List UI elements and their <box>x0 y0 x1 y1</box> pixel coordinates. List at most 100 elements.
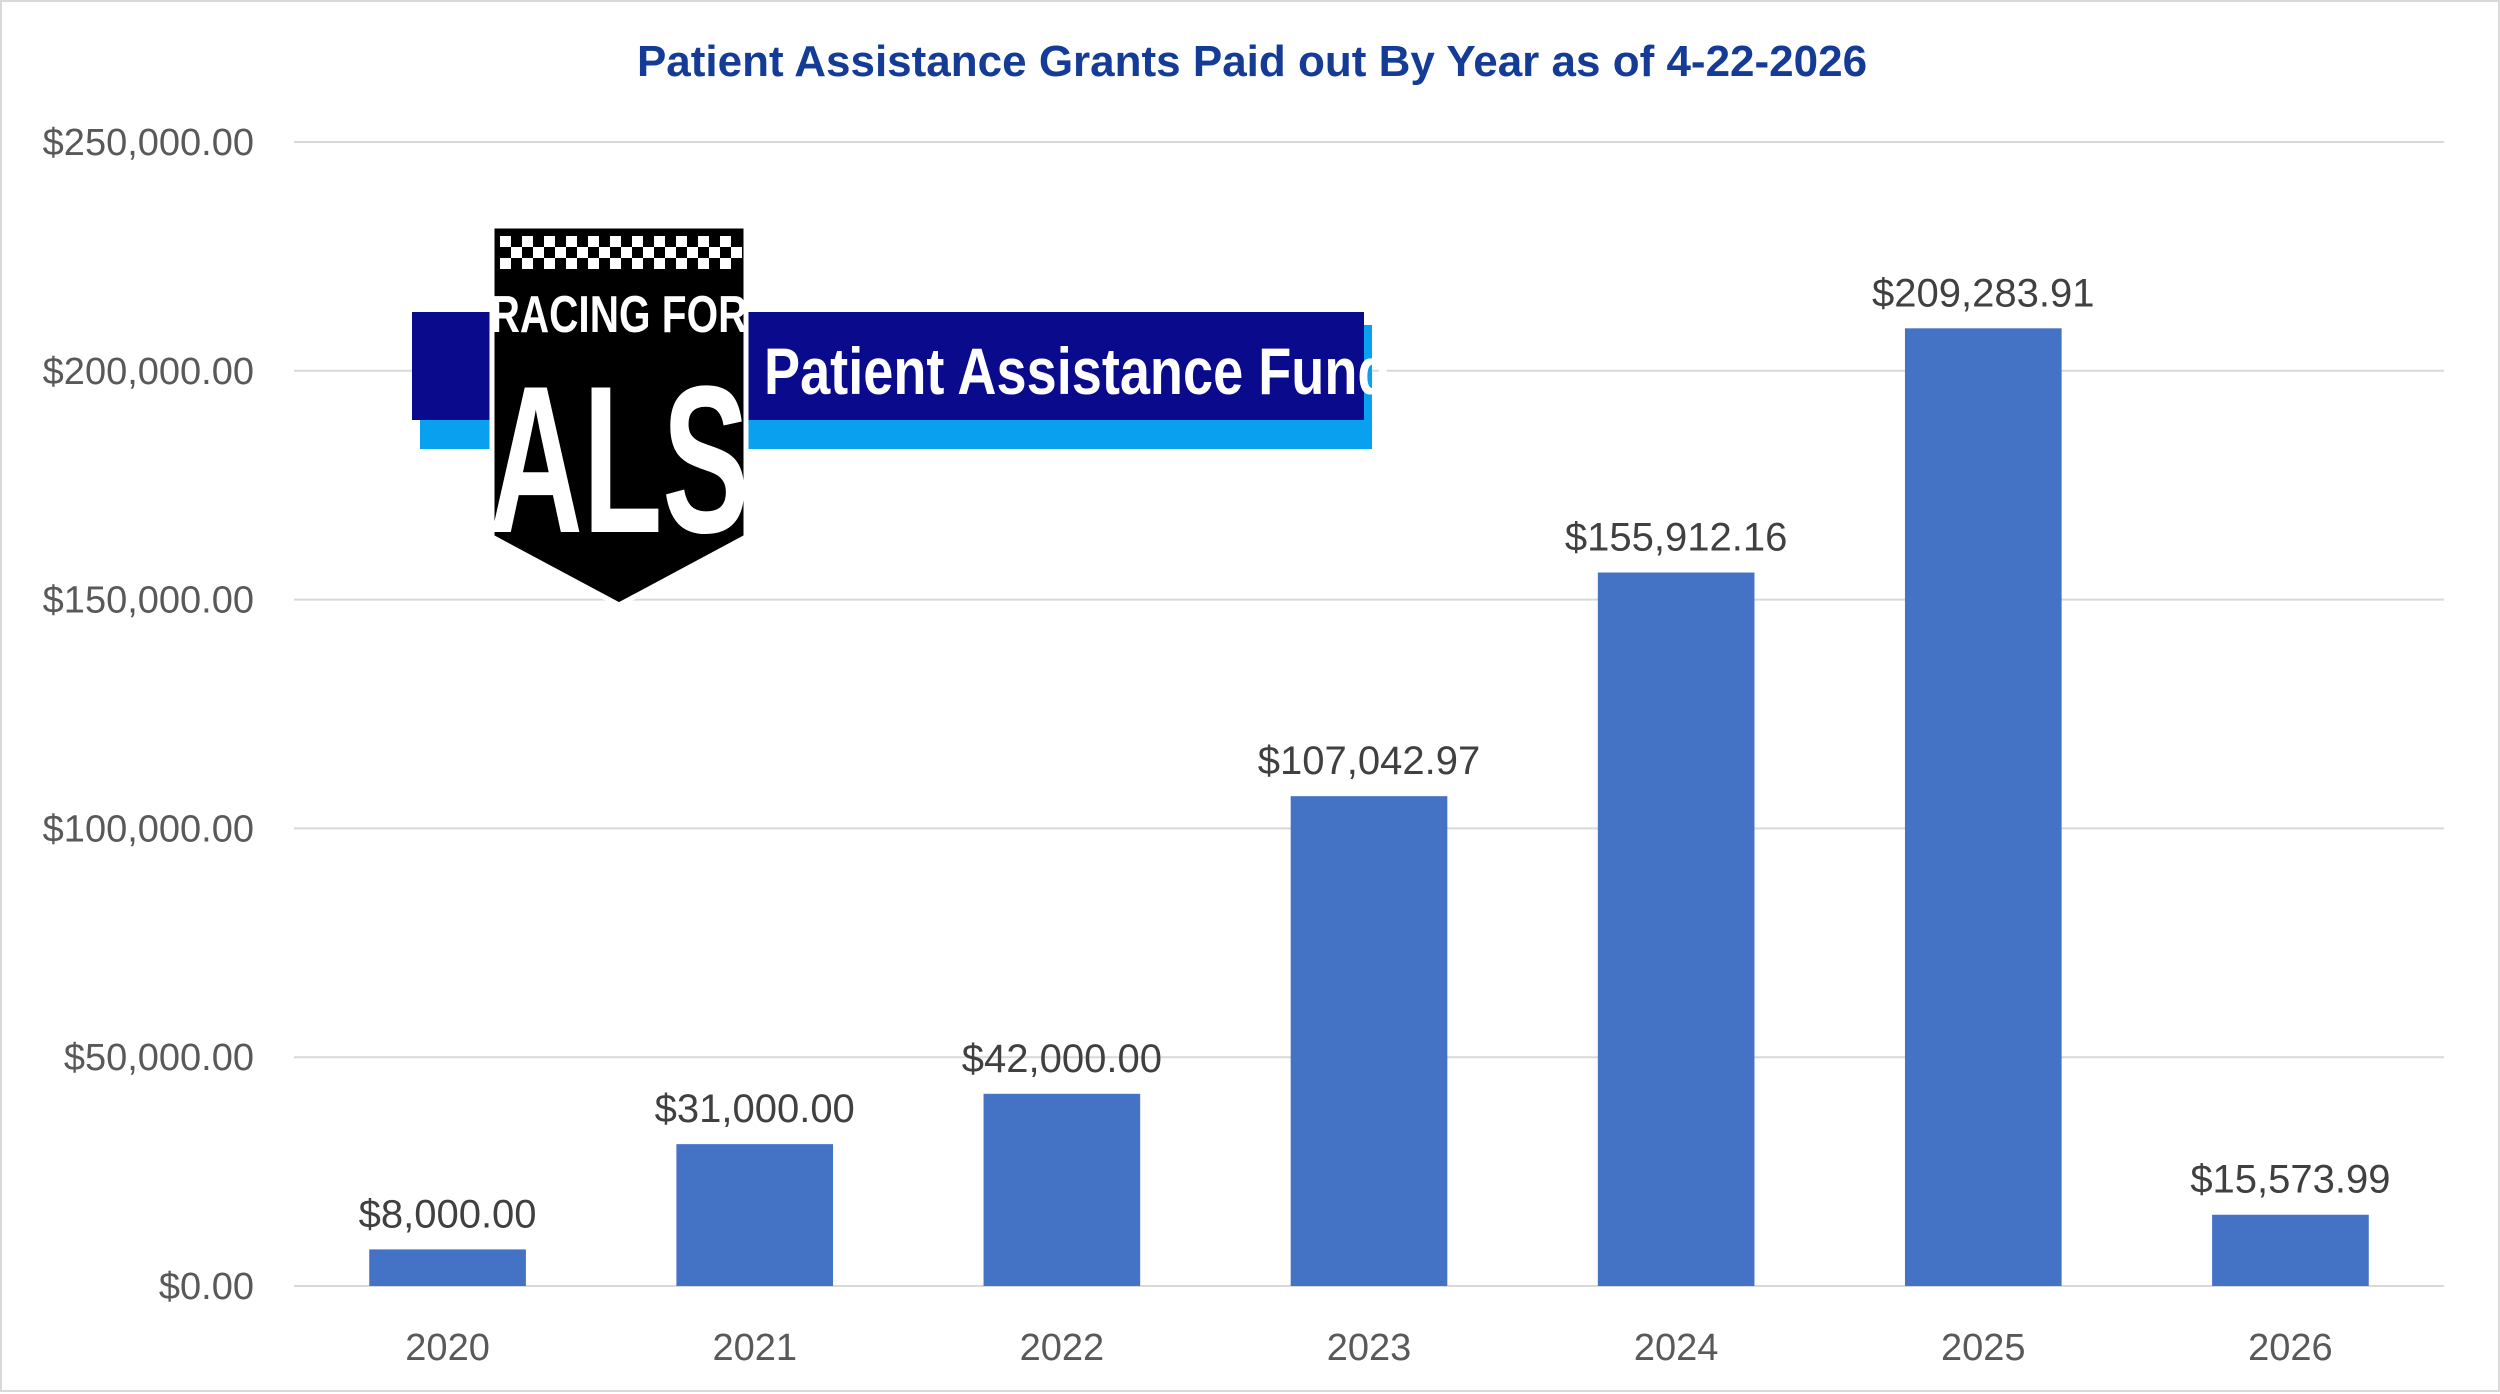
checker-square <box>577 258 588 269</box>
checker-square <box>610 247 621 258</box>
data-label-2026: $15,573.99 <box>2190 1158 2390 1202</box>
checker-square <box>698 236 709 247</box>
x-tick-label-2023: 2023 <box>1327 1327 1412 1369</box>
checker-square <box>654 258 665 269</box>
checker-square <box>632 247 643 258</box>
checker-square <box>522 247 533 258</box>
checker-square <box>676 247 687 258</box>
x-axis-tick-labels: 2020 2021 2022 2023 2024 2025 2026 <box>405 1327 2332 1369</box>
checker-square <box>731 258 742 269</box>
checker-square <box>720 258 731 269</box>
checker-square <box>654 247 665 258</box>
x-tick-label-2026: 2026 <box>2248 1327 2333 1369</box>
checker-square <box>566 258 577 269</box>
checker-square <box>511 247 522 258</box>
checker-square <box>599 258 610 269</box>
y-tick-label: $150,000.00 <box>43 580 254 622</box>
data-labels: $8,000.00 $31,000.00 $42,000.00 $107,042.97… <box>359 271 2391 1236</box>
checker-square <box>643 236 654 247</box>
checker-square <box>621 247 632 258</box>
checker-square <box>687 236 698 247</box>
checker-square <box>533 258 544 269</box>
checker-square <box>621 258 632 269</box>
checker-square <box>632 236 643 247</box>
checker-square <box>588 258 599 269</box>
logo-banner-text: Patient Assistance Fund <box>764 334 1390 408</box>
checker-square <box>511 236 522 247</box>
checker-square <box>709 258 720 269</box>
checker-square <box>731 236 742 247</box>
checker-square <box>544 247 555 258</box>
bar-2026 <box>2212 1214 2369 1286</box>
data-label-2021: $31,000.00 <box>655 1087 855 1131</box>
checker-square <box>566 247 577 258</box>
checker-square <box>709 247 720 258</box>
checker-square <box>500 258 511 269</box>
data-label-2020: $8,000.00 <box>359 1192 537 1236</box>
bar-2023 <box>1290 796 1448 1286</box>
checker-square <box>665 247 676 258</box>
data-label-2022: $42,000.00 <box>962 1037 1162 1081</box>
checker-square <box>522 258 533 269</box>
logo-shield-icon <box>489 223 749 608</box>
bar-2022 <box>983 1093 1141 1286</box>
checker-square <box>500 247 511 258</box>
data-label-2024: $155,912.16 <box>1565 516 1787 560</box>
checker-square <box>643 247 654 258</box>
checker-square <box>533 247 544 258</box>
checker-square <box>610 236 621 247</box>
racing-for-als-logo: Patient Assistance Fund RACING FOR ALS <box>412 223 1390 608</box>
checker-square <box>599 236 610 247</box>
checker-square <box>687 247 698 258</box>
checker-square <box>676 236 687 247</box>
checker-square <box>665 258 676 269</box>
bar-2024 <box>1597 572 1755 1286</box>
bar-2025 <box>1904 328 2062 1286</box>
bar-2020 <box>369 1249 526 1286</box>
checker-square <box>511 258 522 269</box>
checker-square <box>500 236 511 247</box>
bar-2021 <box>676 1144 834 1286</box>
checker-square <box>621 236 632 247</box>
y-tick-label: $50,000.00 <box>64 1037 254 1079</box>
checker-square <box>533 236 544 247</box>
checker-square <box>555 258 566 269</box>
checker-square <box>665 236 676 247</box>
data-label-2023: $107,042.97 <box>1258 739 1480 783</box>
checker-square <box>610 258 621 269</box>
chart-title: Patient Assistance Grants Paid out By Ye… <box>637 37 1867 86</box>
checker-square <box>676 258 687 269</box>
data-label-2025: $209,283.91 <box>1872 271 2094 315</box>
y-tick-label: $200,000.00 <box>43 351 254 393</box>
x-tick-label-2020: 2020 <box>405 1327 490 1369</box>
checker-square <box>698 247 709 258</box>
checker-square <box>709 236 720 247</box>
checker-square <box>698 258 709 269</box>
checker-square <box>731 247 742 258</box>
checker-square <box>544 236 555 247</box>
checker-square <box>544 258 555 269</box>
logo-text-racing-for: RACING FOR <box>491 285 748 343</box>
checker-square <box>720 236 731 247</box>
y-tick-label: $100,000.00 <box>43 808 254 850</box>
checker-square <box>555 236 566 247</box>
checker-square <box>555 247 566 258</box>
x-tick-label-2021: 2021 <box>712 1327 797 1369</box>
checkered-flag-icon <box>500 236 742 269</box>
checker-square <box>720 247 731 258</box>
checker-square <box>522 236 533 247</box>
x-tick-label-2024: 2024 <box>1634 1327 1719 1369</box>
checker-square <box>566 236 577 247</box>
x-tick-label-2022: 2022 <box>1020 1327 1105 1369</box>
checker-square <box>654 236 665 247</box>
logo-text-als: ALS <box>489 343 749 577</box>
checker-square <box>588 236 599 247</box>
checker-square <box>577 247 588 258</box>
checker-square <box>687 258 698 269</box>
x-tick-label-2025: 2025 <box>1941 1327 2026 1369</box>
checker-square <box>577 236 588 247</box>
y-axis-tick-labels: $0.00 $50,000.00 $100,000.00 $150,000.00 $20… <box>43 122 254 1308</box>
bars <box>369 328 2369 1286</box>
